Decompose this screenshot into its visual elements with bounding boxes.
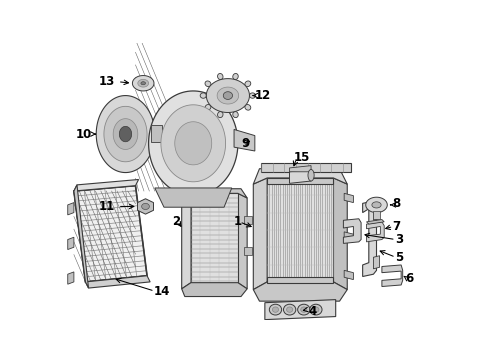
Text: 11: 11 (98, 200, 115, 213)
Polygon shape (253, 169, 346, 184)
Ellipse shape (283, 304, 295, 315)
Text: 9: 9 (241, 137, 249, 150)
Polygon shape (141, 82, 145, 85)
Polygon shape (182, 189, 246, 198)
Polygon shape (333, 178, 346, 289)
Bar (266, 276, 333, 283)
Ellipse shape (204, 81, 210, 87)
Ellipse shape (244, 81, 250, 87)
Bar (244, 216, 251, 224)
Polygon shape (74, 185, 88, 288)
Polygon shape (137, 199, 153, 214)
Polygon shape (68, 272, 74, 284)
Polygon shape (138, 80, 148, 87)
Ellipse shape (312, 307, 318, 312)
Polygon shape (138, 200, 153, 213)
Ellipse shape (300, 307, 306, 312)
Polygon shape (253, 178, 266, 289)
Text: 12: 12 (254, 89, 270, 102)
Ellipse shape (269, 304, 281, 315)
Polygon shape (253, 282, 346, 301)
Polygon shape (343, 219, 360, 243)
Polygon shape (142, 203, 149, 210)
Polygon shape (372, 211, 380, 219)
Polygon shape (74, 186, 147, 282)
Bar (266, 178, 333, 282)
Bar (266, 178, 333, 184)
Polygon shape (373, 256, 379, 269)
Bar (190, 193, 238, 286)
Ellipse shape (200, 93, 206, 98)
Polygon shape (366, 220, 384, 224)
Polygon shape (371, 202, 380, 208)
Polygon shape (264, 300, 335, 320)
Polygon shape (113, 119, 138, 149)
Polygon shape (344, 232, 353, 241)
Polygon shape (132, 76, 154, 91)
Polygon shape (85, 276, 150, 288)
Ellipse shape (217, 73, 223, 80)
Polygon shape (381, 265, 402, 287)
Polygon shape (365, 197, 386, 213)
Polygon shape (234, 130, 254, 151)
Text: 8: 8 (391, 197, 399, 210)
Text: 3: 3 (394, 233, 402, 246)
Polygon shape (217, 87, 238, 104)
Polygon shape (68, 237, 74, 249)
Text: 10: 10 (75, 127, 91, 140)
Text: 4: 4 (308, 305, 316, 318)
Polygon shape (223, 92, 232, 99)
Ellipse shape (272, 307, 278, 312)
Polygon shape (74, 180, 138, 191)
Text: 7: 7 (391, 220, 399, 233)
Polygon shape (161, 105, 225, 182)
Ellipse shape (232, 73, 238, 80)
Polygon shape (104, 106, 147, 162)
Text: 15: 15 (293, 150, 309, 164)
Polygon shape (68, 203, 74, 215)
Polygon shape (238, 193, 246, 289)
Polygon shape (206, 78, 249, 112)
Polygon shape (362, 201, 376, 276)
Ellipse shape (204, 104, 210, 110)
Polygon shape (119, 126, 131, 142)
Bar (244, 247, 251, 255)
Text: 5: 5 (394, 251, 403, 264)
Text: 14: 14 (153, 285, 169, 298)
Text: 6: 6 (404, 271, 412, 284)
Ellipse shape (286, 307, 292, 312)
Polygon shape (174, 122, 211, 165)
Polygon shape (289, 166, 310, 172)
Polygon shape (261, 163, 350, 172)
Ellipse shape (309, 304, 322, 315)
Polygon shape (182, 283, 246, 297)
Ellipse shape (307, 170, 313, 181)
Polygon shape (154, 188, 231, 207)
Polygon shape (96, 95, 154, 172)
Polygon shape (151, 125, 162, 142)
Ellipse shape (232, 112, 238, 118)
Ellipse shape (244, 104, 250, 110)
Ellipse shape (297, 304, 309, 315)
Polygon shape (366, 222, 384, 242)
Ellipse shape (217, 112, 223, 118)
Polygon shape (182, 193, 190, 289)
Text: 13: 13 (98, 75, 115, 88)
Polygon shape (344, 193, 353, 203)
Polygon shape (344, 270, 353, 280)
Polygon shape (373, 207, 379, 220)
Text: 2: 2 (172, 215, 180, 228)
Text: 1: 1 (233, 215, 241, 228)
Ellipse shape (249, 93, 255, 98)
Polygon shape (148, 91, 238, 195)
Polygon shape (289, 170, 310, 183)
